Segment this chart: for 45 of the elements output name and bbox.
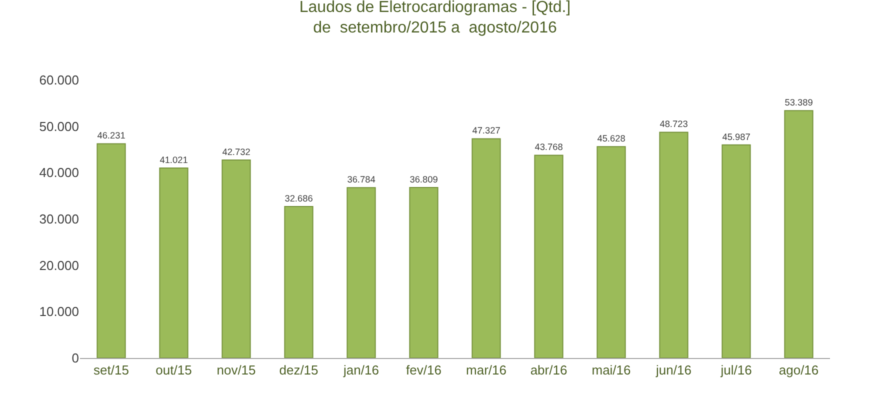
data-label: 36.809: [410, 174, 438, 184]
data-label: 53.389: [784, 98, 813, 108]
bar: [722, 144, 751, 358]
bar: [96, 143, 126, 358]
data-label: 45.987: [722, 132, 750, 142]
x-tick-label: dez/15: [279, 362, 318, 378]
y-tick-label: 0: [72, 350, 79, 366]
data-label: 43.768: [534, 142, 563, 152]
x-tick-label: jan/16: [342, 362, 379, 378]
data-label: 48.723: [660, 119, 688, 130]
y-tick-label: 50.000: [39, 118, 79, 134]
bar: [159, 167, 188, 358]
x-tick-label: mar/16: [466, 362, 506, 378]
x-tick-label: jul/16: [720, 362, 752, 378]
y-tick-label: 20.000: [39, 258, 79, 273]
y-tick-label: 30.000: [39, 212, 79, 227]
data-label: 45.628: [597, 133, 626, 144]
x-tick-label: ago/16: [778, 362, 819, 378]
bar: [472, 138, 501, 358]
x-tick-label: nov/15: [216, 362, 256, 378]
y-tick-label: 10.000: [39, 304, 79, 320]
x-tick-label: abr/16: [530, 362, 568, 378]
chart-title: Laudos de Eletrocardiogramas - [Qtd.]: [299, 0, 571, 16]
bar: [409, 186, 438, 358]
data-label: 36.784: [347, 174, 376, 184]
data-label: 42.732: [222, 146, 250, 157]
bar: [346, 187, 376, 358]
chart-subtitle: de setembro/2015 a agosto/2016: [313, 20, 557, 37]
x-tick-label: out/15: [156, 362, 192, 378]
bar: [596, 146, 626, 358]
x-tick-label: jun/16: [655, 362, 692, 378]
bar: [222, 160, 251, 358]
y-tick-label: 60.000: [39, 72, 79, 88]
y-tick-label: 40.000: [39, 165, 79, 180]
data-label: 32.686: [284, 193, 313, 204]
bar: [534, 154, 564, 358]
x-tick-label: set/15: [94, 362, 129, 378]
bar: [284, 206, 314, 358]
x-tick-label: mai/16: [592, 362, 631, 378]
bar: [784, 110, 814, 358]
bar: [659, 132, 688, 358]
data-label: 47.327: [472, 126, 500, 136]
data-label: 46.231: [97, 130, 126, 141]
data-label: 41.021: [160, 154, 188, 165]
x-tick-label: fev/16: [406, 362, 442, 378]
